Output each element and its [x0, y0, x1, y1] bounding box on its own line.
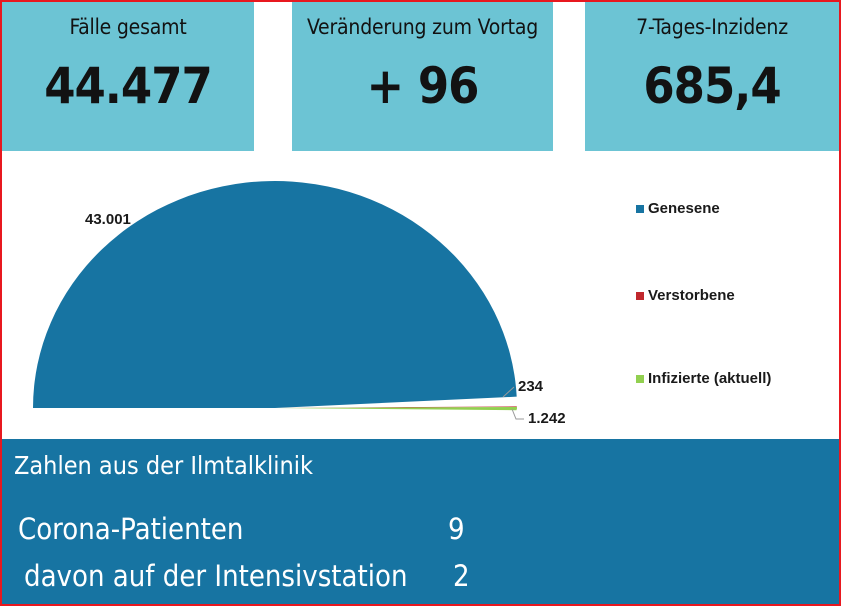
- clinic-row-patients-label: Corona-Patienten: [18, 512, 244, 546]
- legend-item-verstorbene: Verstorbene: [636, 287, 735, 304]
- legend-label-verstorbene: Verstorbene: [648, 287, 735, 304]
- tile-daily-change: Veränderung zum Vortag + 96: [292, 2, 553, 151]
- tile-total-cases-value: 44.477: [44, 57, 213, 115]
- pie-data-label-0: 43.001: [85, 211, 131, 228]
- clinic-row-icu-value: 2: [453, 559, 470, 593]
- tile-total-cases-label: Fälle gesamt: [69, 15, 187, 39]
- legend-label-genesene: Genesene: [648, 200, 720, 217]
- pie-data-label-2: 1.242: [528, 410, 566, 427]
- legend-item-infizierte: Infizierte (aktuell): [636, 370, 771, 387]
- pie-slice-genesene: [33, 180, 517, 408]
- clinic-panel: Zahlen aus der Ilmtalklinik Corona-Patie…: [2, 439, 839, 604]
- tile-total-cases: Fälle gesamt 44.477: [2, 2, 254, 151]
- pie-slice-infizierte-aktuell: [275, 407, 517, 411]
- pie-slices: [33, 180, 517, 411]
- pie-leader-line-0: [502, 386, 515, 398]
- tile-daily-change-value: + 96: [366, 57, 480, 115]
- pie-slice-verstorbene: [275, 406, 517, 408]
- tile-daily-change-label: Veränderung zum Vortag: [306, 15, 539, 39]
- tile-incidence-label: 7-Tages-Inzidenz: [636, 15, 788, 39]
- pie-chart: 43.001 234 1.242: [33, 180, 566, 427]
- legend-item-genesene: Genesene: [636, 200, 720, 217]
- legend-swatch-genesene: [636, 204, 644, 213]
- tile-incidence: 7-Tages-Inzidenz 685,4: [585, 2, 839, 151]
- legend-label-infizierte: Infizierte (aktuell): [648, 370, 772, 387]
- legend-swatch-infizierte: [636, 374, 644, 383]
- pie-leader-lines: [502, 386, 524, 420]
- pie-data-label-1: 234: [518, 378, 544, 395]
- clinic-title: Zahlen aus der Ilmtalklinik: [14, 451, 314, 480]
- clinic-row-icu-label: davon auf der Intensivstation: [24, 559, 408, 593]
- tile-incidence-value: 685,4: [643, 57, 781, 115]
- clinic-row-patients-value: 9: [448, 512, 465, 546]
- pie-leader-line-1: [511, 408, 524, 420]
- legend-swatch-verstorbene: [636, 291, 644, 300]
- pie-data-labels: 43.001 234 1.242: [85, 211, 566, 427]
